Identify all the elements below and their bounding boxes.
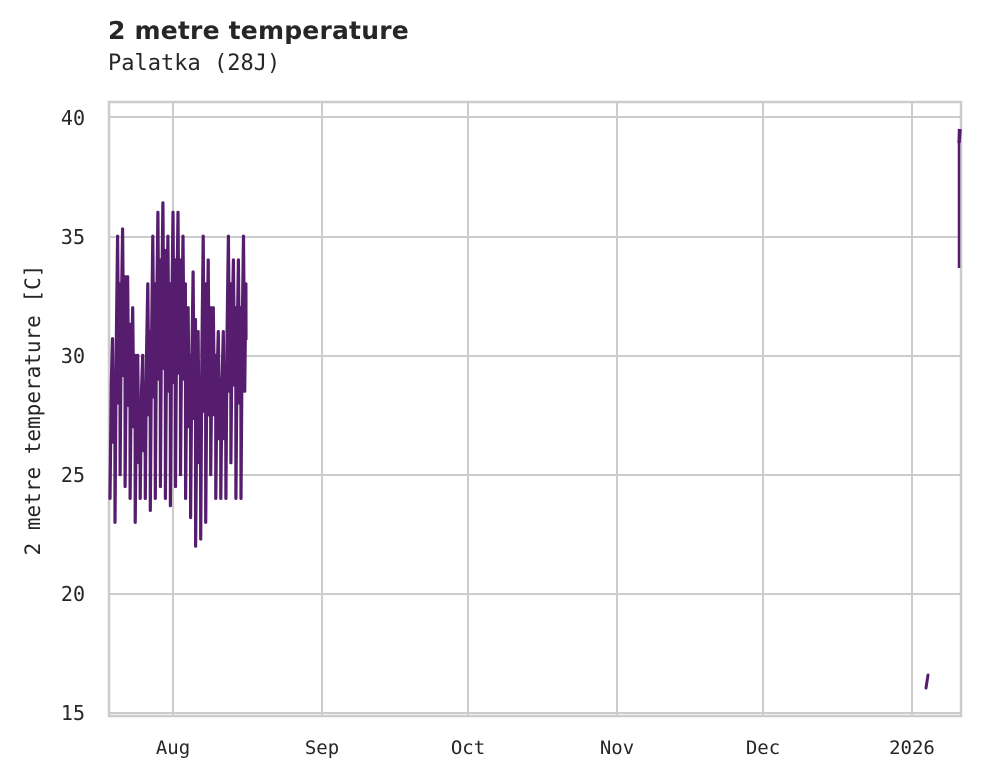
y-tick-25: 25 (60, 463, 85, 487)
x-tick-dec: Dec (745, 737, 781, 759)
temperature-segment-jan (924, 673, 930, 690)
temperature-segment-edge-top (957, 128, 962, 144)
x-tick-aug: Aug (155, 737, 191, 759)
y-tick-35: 35 (60, 225, 85, 249)
x-tick-nov: Nov (599, 737, 635, 759)
x-tick-sep: Sep (304, 737, 340, 759)
chart-subtitle: Palatka (28J) (108, 51, 281, 76)
x-tick-oct: Oct (450, 737, 486, 759)
y-tick-15: 15 (60, 701, 85, 725)
temperature-line (108, 201, 248, 548)
plot-frame (107, 100, 963, 718)
chart-title: 2 metre temperature (108, 16, 409, 45)
y-tick-30: 30 (60, 344, 85, 368)
y-tick-40: 40 (60, 106, 85, 130)
y-tick-20: 20 (60, 582, 85, 606)
gridlines (109, 102, 961, 716)
x-tick-2026: 2026 (889, 737, 935, 759)
